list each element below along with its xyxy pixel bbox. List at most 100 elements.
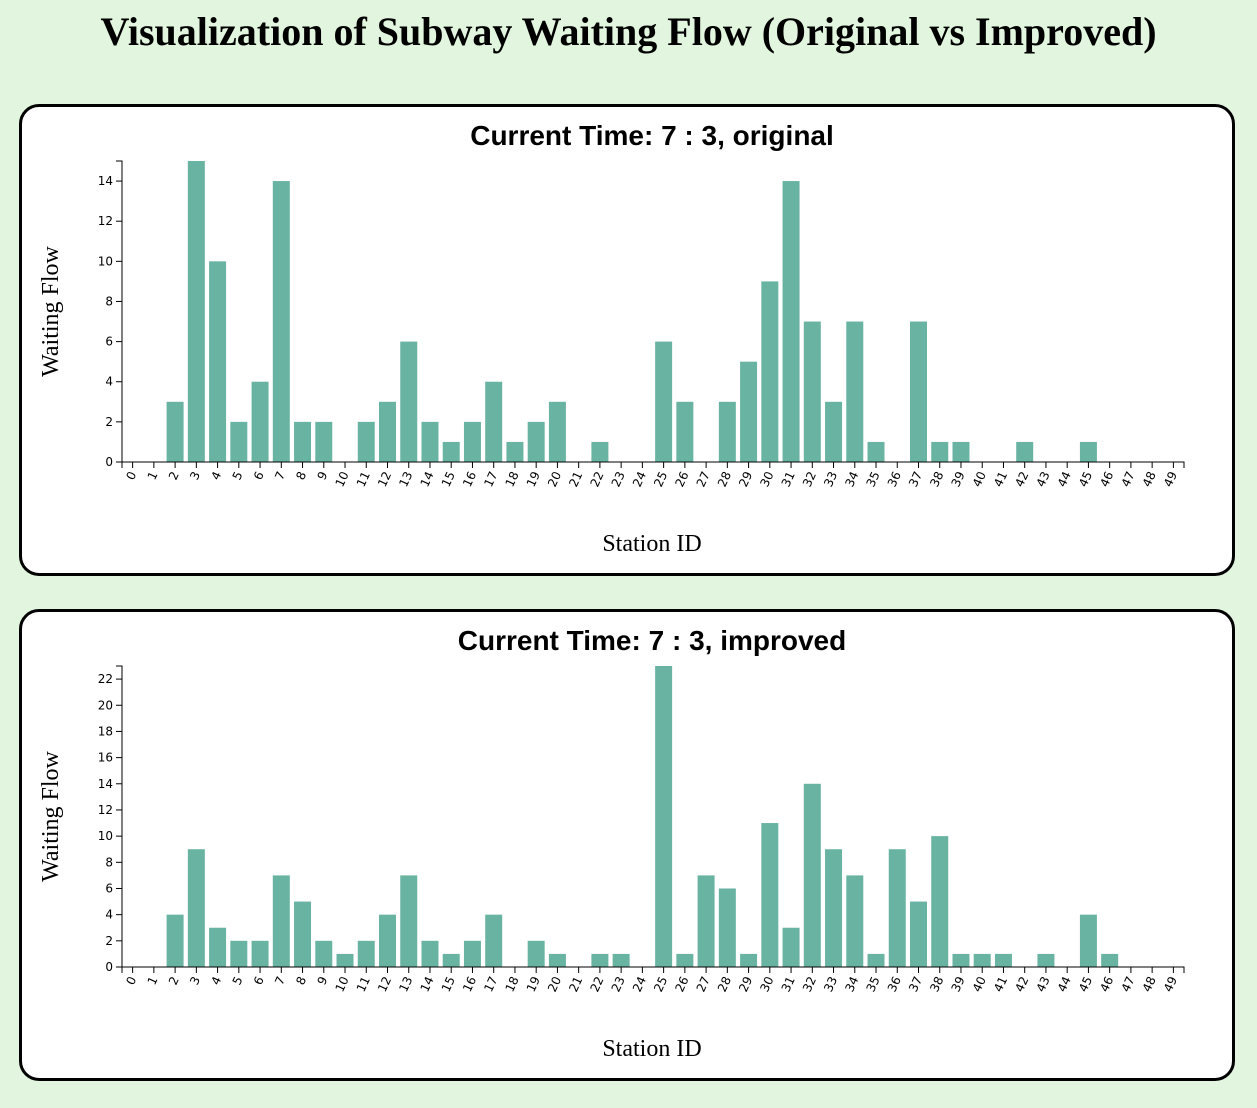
x-tick-label: 11: [354, 974, 373, 994]
bar-station-42: [1016, 441, 1034, 462]
bar-station-34: [846, 875, 864, 967]
x-tick-label: 22: [587, 469, 606, 489]
bar-station-45: [1079, 441, 1097, 462]
bar-station-3: [187, 161, 205, 462]
x-tick-label: 8: [293, 974, 309, 987]
x-tick-label: 27: [694, 974, 713, 994]
chart-title: Current Time: 7 : 3, original: [470, 120, 834, 151]
x-tick-label: 16: [460, 974, 479, 994]
bar-station-15: [442, 441, 460, 462]
x-tick-label: 12: [375, 469, 394, 489]
x-tick-label: 33: [821, 974, 840, 994]
x-tick-label: 7: [272, 974, 288, 987]
x-tick-label: 20: [545, 469, 564, 489]
bar-station-32: [803, 321, 821, 462]
bar-station-39: [952, 953, 970, 967]
chart-title: Current Time: 7 : 3, improved: [458, 625, 846, 656]
x-tick-label: 17: [481, 974, 500, 994]
x-tick-label: 49: [1161, 974, 1180, 994]
x-tick-label: 11: [354, 469, 373, 489]
x-tick-label: 0: [123, 974, 139, 987]
x-tick-label: 13: [396, 469, 415, 489]
y-tick-label: 8: [105, 855, 113, 869]
x-axis-line: [121, 966, 1185, 973]
x-tick-label: 7: [272, 469, 288, 482]
y-tick-label: 12: [98, 214, 113, 228]
x-tick-label: 36: [885, 469, 904, 489]
bar-station-4: [209, 261, 227, 462]
x-tick-label: 3: [187, 974, 203, 987]
bar-station-45: [1079, 914, 1097, 967]
x-tick-label: 18: [503, 974, 522, 994]
bar-station-13: [400, 875, 418, 967]
x-tick-label: 9: [315, 974, 331, 987]
x-tick-label: 40: [970, 974, 989, 994]
x-tick-label: 27: [694, 469, 713, 489]
y-tick-label: 10: [98, 254, 113, 268]
bar-station-29: [740, 361, 758, 462]
x-tick-label: 34: [842, 974, 861, 994]
x-tick-label: 4: [208, 974, 224, 987]
x-tick-label: 16: [460, 469, 479, 489]
x-tick-label: 25: [651, 974, 670, 994]
x-axis-line: [121, 461, 1185, 468]
y-tick-label: 12: [98, 803, 113, 817]
bar-station-33: [825, 401, 843, 462]
x-tick-label: 19: [524, 974, 543, 994]
bar-station-19: [527, 940, 545, 967]
x-tick-label: 5: [230, 974, 246, 987]
x-tick-label: 14: [418, 974, 437, 994]
bar-station-3: [187, 849, 205, 967]
bar-station-13: [400, 341, 418, 462]
bar-station-34: [846, 321, 864, 462]
y-axis-line: [116, 160, 123, 463]
x-tick-label: 9: [315, 469, 331, 482]
x-tick-label: 42: [1012, 974, 1031, 994]
x-tick-label: 48: [1140, 469, 1159, 489]
x-tick-label: 23: [609, 469, 628, 489]
bar-station-32: [803, 783, 821, 967]
x-tick-label: 1: [145, 469, 161, 482]
bar-station-36: [888, 849, 906, 967]
y-tick-label: 4: [105, 375, 113, 389]
x-tick-label: 3: [187, 469, 203, 482]
x-tick-label: 33: [821, 469, 840, 489]
bar-station-31: [782, 927, 800, 967]
x-tick-label: 32: [800, 469, 819, 489]
y-tick-label: 6: [105, 881, 113, 895]
x-tick-label: 25: [651, 469, 670, 489]
x-tick-label: 32: [800, 974, 819, 994]
x-tick-label: 12: [375, 974, 394, 994]
x-tick-label: 44: [1055, 469, 1074, 489]
x-tick-label: 47: [1118, 469, 1137, 489]
bar-station-26: [676, 401, 694, 462]
bar-station-8: [294, 421, 312, 462]
x-tick-label: 19: [524, 469, 543, 489]
x-axis-label: Station ID: [602, 531, 701, 557]
x-tick-label: 22: [587, 974, 606, 994]
x-tick-label: 31: [779, 974, 798, 994]
y-tick-label: 8: [105, 294, 113, 308]
page-title: Visualization of Subway Waiting Flow (Or…: [100, 9, 1157, 54]
x-tick-label: 39: [949, 469, 968, 489]
x-tick-label: 41: [991, 469, 1010, 489]
chart-improved: Current Time: 7 : 3, improved 0 2 4 6 8 10 12 14…: [38, 625, 1185, 1062]
bar-station-9: [315, 421, 333, 462]
y-tick-label: 20: [98, 698, 113, 712]
bar-station-19: [527, 421, 545, 462]
x-tick-label: 2: [166, 974, 182, 987]
x-tick-label: 17: [481, 469, 500, 489]
x-tick-label: 5: [230, 469, 246, 482]
chart-original: Current Time: 7 : 3, original02468101214…: [38, 120, 1185, 557]
bar-station-6: [251, 940, 269, 967]
bar-station-14: [421, 421, 439, 462]
x-tick-label: 14: [418, 469, 437, 489]
x-tick-label: 41: [991, 974, 1010, 994]
y-tick-label: 10: [98, 829, 113, 843]
bar-station-5: [230, 421, 248, 462]
x-tick-label: 18: [503, 469, 522, 489]
y-tick-label: 14: [98, 174, 113, 188]
x-tick-label: 30: [757, 974, 776, 994]
x-tick-label: 28: [715, 974, 734, 994]
bar-station-2: [166, 914, 184, 967]
